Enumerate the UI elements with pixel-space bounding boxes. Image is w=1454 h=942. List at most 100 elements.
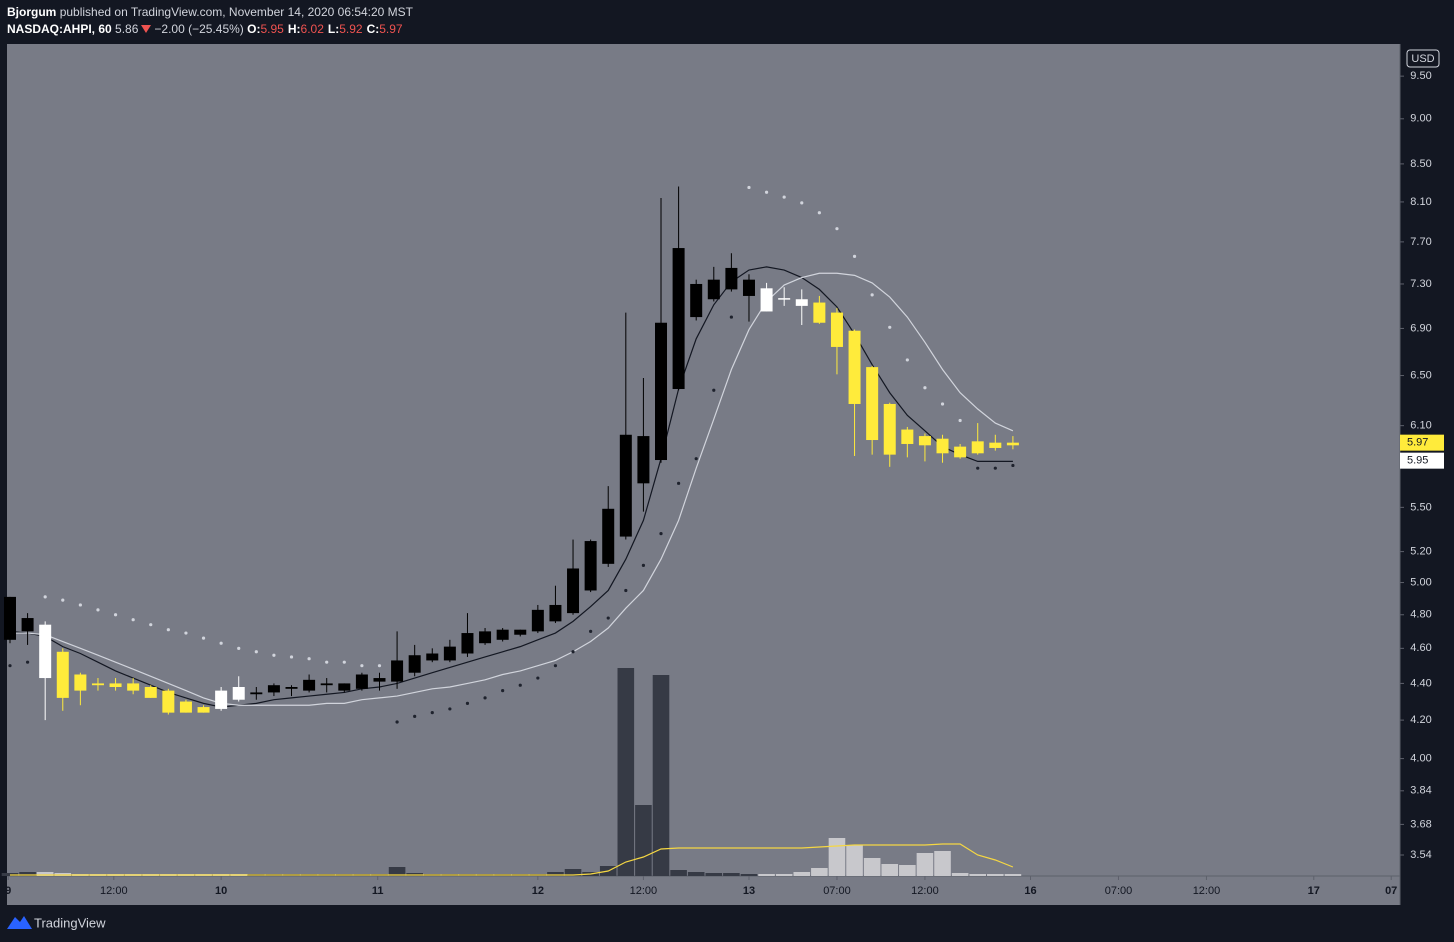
candle-body [778, 298, 791, 300]
candle-body [619, 434, 632, 537]
candle-body [725, 267, 738, 290]
x-tick-label: 11 [372, 885, 384, 897]
sar-dot [624, 588, 628, 593]
sar-dot [307, 657, 311, 661]
sar-dot [219, 641, 223, 645]
sar-dot [835, 227, 839, 231]
volume-bar [916, 853, 934, 876]
y-tick-label: 6.10 [1410, 420, 1431, 432]
candle-body [56, 651, 69, 698]
sar-dot [8, 664, 12, 668]
sar-dot [870, 293, 874, 297]
sar-dot [413, 714, 417, 718]
sar-dot [342, 660, 346, 664]
sar-dot [747, 185, 751, 190]
candle-body [443, 646, 456, 661]
sar-dot [817, 211, 821, 215]
y-tick-label: 8.10 [1410, 196, 1431, 208]
price-tag-label: 5.95 [1407, 455, 1428, 467]
volume-bar [987, 874, 1004, 876]
volume-bar [705, 873, 723, 876]
y-tick-label: 4.00 [1410, 753, 1431, 765]
x-tick-label: 12 [532, 885, 544, 897]
candle-body [1006, 442, 1019, 446]
ohlc-value: 5.95 [260, 22, 284, 36]
candle-body [848, 330, 861, 404]
moving-average [9, 272, 1014, 706]
volume-bar [793, 872, 811, 876]
y-tick-label: 7.30 [1410, 278, 1431, 290]
x-tick-label: 12:00 [1193, 885, 1221, 897]
x-tick-label: 07 [1385, 885, 1397, 897]
sar-dot [113, 613, 118, 617]
volume-bar [881, 864, 899, 876]
candle-body [320, 683, 333, 686]
x-tick-label: 17 [1308, 885, 1320, 897]
sar-dot [976, 466, 980, 470]
sar-dot [571, 650, 575, 654]
sar-dot [905, 358, 909, 362]
sar-dot [923, 386, 927, 390]
candle-body [426, 653, 439, 661]
candle-body [672, 248, 685, 390]
sar-dot [25, 660, 30, 664]
time-axis [7, 876, 1400, 905]
candle-body [179, 701, 192, 713]
candle-body [408, 655, 421, 673]
candle-body [496, 629, 509, 640]
sar-dot [325, 660, 329, 664]
candle-body [303, 679, 316, 691]
sar-dot [272, 653, 276, 657]
x-tick-label: 9 [5, 885, 11, 897]
symbol: NASDAQ:AHPI, 60 [7, 22, 112, 36]
sar-dot [184, 631, 188, 635]
candle-body [144, 687, 157, 698]
tv-logo [7, 916, 32, 929]
candle-body [39, 624, 52, 679]
candle-body [989, 442, 1002, 448]
candle-body [267, 685, 280, 693]
candle-body [197, 707, 210, 713]
price-tag-label: 5.97 [1407, 437, 1428, 449]
candle-body [883, 403, 896, 455]
volume-ma [9, 843, 1014, 876]
sar-dot [166, 628, 170, 632]
ohlc-label: L: [327, 22, 340, 36]
volume-bar [951, 873, 969, 876]
sar-dot [764, 190, 769, 194]
sar-dot [729, 315, 733, 319]
y-tick-label: 4.40 [1410, 677, 1431, 689]
sar-dot [553, 664, 558, 668]
y-tick-label: 6.90 [1410, 322, 1431, 334]
sar-dot [940, 402, 945, 406]
y-tick-label: 5.20 [1410, 546, 1431, 558]
sar-dot [465, 701, 470, 705]
y-tick-label: 8.50 [1410, 158, 1431, 170]
candle-body [338, 683, 351, 691]
candle-body [567, 568, 580, 614]
y-tick-label: 6.50 [1410, 369, 1431, 381]
volume-bar [828, 838, 846, 876]
volume-bar [388, 867, 406, 876]
candle-body [162, 690, 175, 713]
sar-dot [536, 676, 540, 680]
candle-body [602, 508, 615, 564]
candle-body [584, 541, 597, 591]
sar-dot [852, 254, 857, 258]
volume-bar [775, 874, 793, 876]
volume-bar [687, 872, 705, 876]
candle-body [232, 687, 245, 700]
y-tick-label: 4.60 [1410, 642, 1431, 654]
candle-body [866, 367, 879, 441]
sar-dot [694, 457, 698, 461]
candle-body [901, 429, 914, 444]
last: 5.86 [115, 22, 139, 36]
volume-bar [740, 874, 758, 876]
volume-bar [617, 668, 635, 876]
sar-dot [1011, 463, 1015, 468]
candle-body [109, 683, 122, 688]
price-tag [1400, 434, 1444, 451]
candle-body [954, 446, 967, 458]
x-tick-label: 16 [1024, 885, 1036, 897]
footer-brand: TradingView [34, 915, 106, 930]
